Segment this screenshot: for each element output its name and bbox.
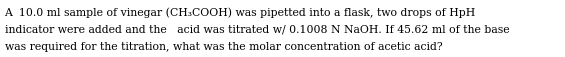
- Text: A  10.0 ml sample of vinegar (CH₃COOH) was pipetted into a flask, two drops of H: A 10.0 ml sample of vinegar (CH₃COOH) wa…: [5, 7, 476, 17]
- Text: was required for the titration, what was the molar concentration of acetic acid?: was required for the titration, what was…: [5, 41, 442, 51]
- Text: indicator were added and the   acid was titrated w/ 0.1008 N NaOH. If 45.62 ml o: indicator were added and the acid was ti…: [5, 24, 509, 34]
